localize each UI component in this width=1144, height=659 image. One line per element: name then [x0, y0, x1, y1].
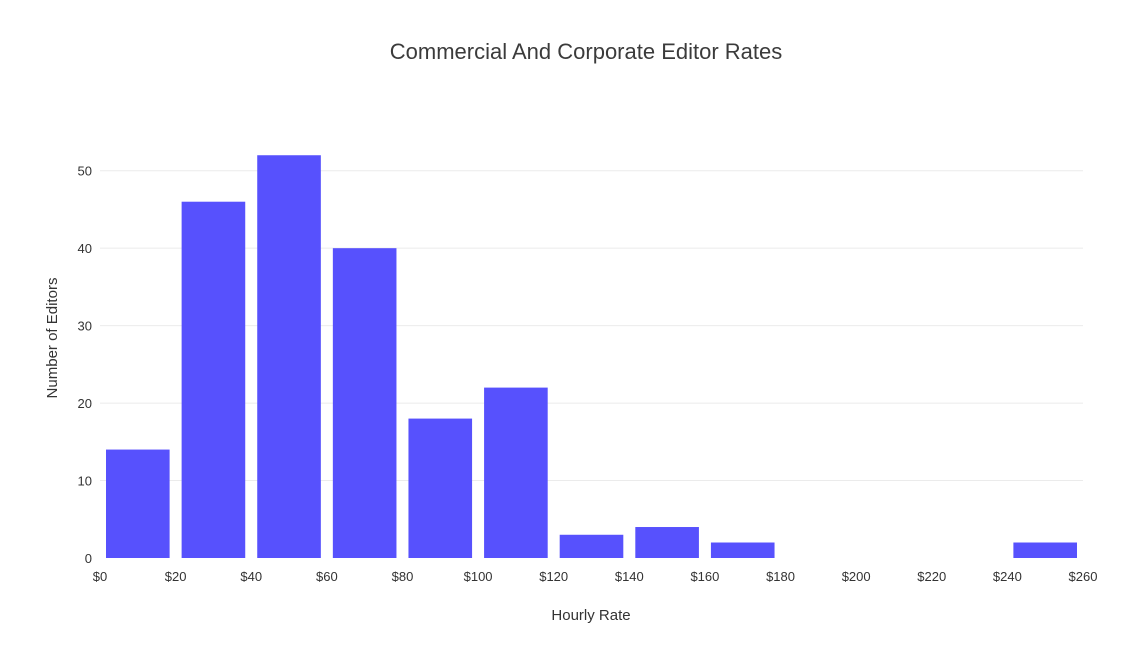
bar-60-80 [332, 248, 397, 558]
x-tick-label: $160 [690, 569, 719, 584]
y-tick-label: 20 [78, 396, 92, 411]
x-tick-label: $240 [993, 569, 1022, 584]
x-tick-label: $220 [917, 569, 946, 584]
x-axis-ticks: $0 $20 $40 $60 $80 $100 $120 $140 $160 $180 $200 $2… [93, 569, 1098, 584]
bar-20-40 [181, 201, 246, 558]
chart-title: Commercial And Corporate Editor Rates [390, 39, 783, 64]
bar-100-120 [484, 387, 548, 558]
x-tick-label: $120 [539, 569, 568, 584]
y-axis-label: Number of Editors [44, 278, 61, 399]
x-tick-label: $200 [842, 569, 871, 584]
bar-40-60 [257, 155, 321, 558]
x-tick-label: $180 [766, 569, 795, 584]
x-tick-label: $80 [392, 569, 414, 584]
x-tick-label: $260 [1069, 569, 1098, 584]
x-tick-label: $0 [93, 569, 107, 584]
y-tick-label: 10 [78, 474, 92, 489]
x-tick-label: $60 [316, 569, 338, 584]
x-tick-label: $20 [165, 569, 187, 584]
y-tick-label: 40 [78, 241, 92, 256]
bar-120-140 [559, 534, 624, 558]
x-tick-label: $140 [615, 569, 644, 584]
bar-160-180 [710, 542, 775, 558]
x-axis-label: Hourly Rate [551, 607, 630, 624]
y-axis-ticks: 0 10 20 30 40 50 [78, 164, 92, 566]
bar-140-160 [635, 527, 699, 558]
bars [106, 155, 1077, 558]
bar-0-20 [106, 449, 170, 558]
y-tick-label: 50 [78, 164, 92, 179]
y-tick-label: 0 [85, 551, 92, 566]
y-tick-label: 30 [78, 319, 92, 334]
bar-80-100 [408, 418, 473, 558]
gridlines [100, 170, 1083, 482]
x-tick-label: $40 [240, 569, 262, 584]
x-tick-label: $100 [464, 569, 493, 584]
bar-240-260 [1013, 542, 1077, 558]
